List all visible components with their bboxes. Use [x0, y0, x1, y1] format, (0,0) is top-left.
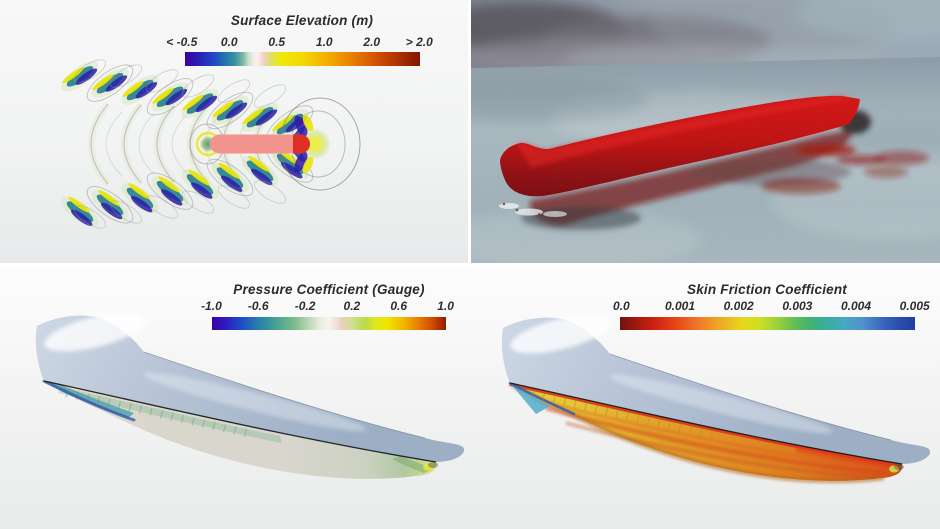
surface-elevation-viewport[interactable]: [0, 0, 468, 263]
film-grain-overlay: [471, 0, 940, 263]
ship-render-viewport[interactable]: [471, 0, 940, 263]
pressure-hull-view: [35, 312, 465, 479]
friction-waterline-streaks: [531, 391, 714, 439]
friction-hull-view: [501, 314, 931, 484]
ship-planform: [210, 134, 311, 154]
ship-render-panel: [471, 0, 940, 263]
hull-coefficients-viewport[interactable]: [0, 266, 940, 529]
surface-elevation-panel: Surface Elevation (m) < -0.5 0.0 0.5 1.0 2.0…: [0, 0, 468, 263]
hull-analysis-panel: Pressure Coefficient (Gauge) -1.0 -0.6 -0.…: [0, 266, 940, 529]
